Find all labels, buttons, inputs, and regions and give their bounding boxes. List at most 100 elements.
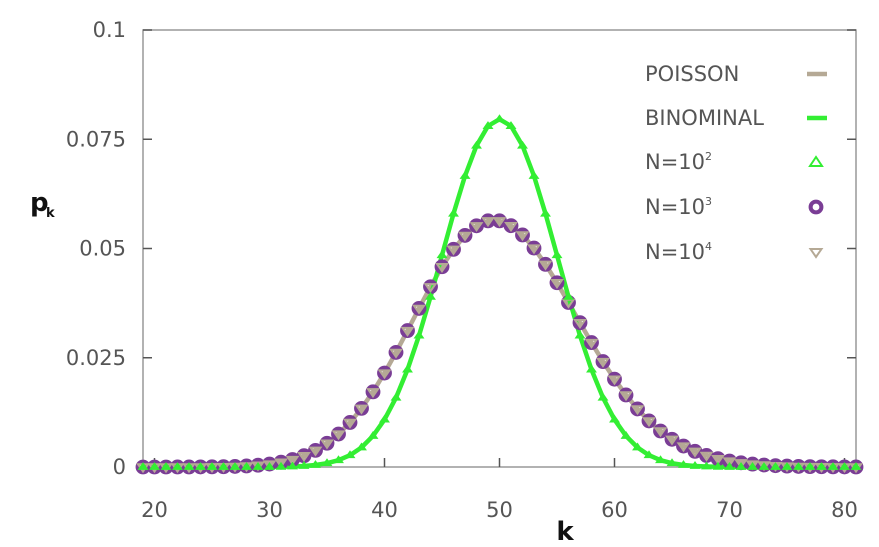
data-point-n104 — [688, 447, 702, 458]
data-point-n102 — [597, 392, 609, 401]
data-point-n102 — [724, 461, 735, 470]
data-point-n102 — [149, 462, 160, 470]
x-tick-label: 20 — [141, 498, 168, 522]
data-point-n102 — [252, 462, 264, 470]
legend-label: BINOMINAL — [645, 106, 764, 130]
data-point-n104 — [481, 217, 495, 228]
data-point-n102 — [735, 462, 747, 470]
data-point-n104 — [343, 418, 357, 429]
data-point-n102 — [379, 414, 390, 423]
data-point-n104 — [389, 348, 403, 359]
data-point-n102 — [218, 462, 229, 470]
data-point-n102 — [804, 462, 816, 470]
data-point-n104 — [550, 279, 564, 289]
data-point-n102 — [275, 461, 287, 470]
data-point-n102 — [402, 364, 413, 373]
data-point-n102 — [850, 462, 862, 470]
y-axis-title: p — [30, 188, 49, 218]
data-point-n102 — [471, 140, 482, 149]
data-point-n104 — [274, 458, 288, 469]
data-point-n102 — [390, 392, 402, 401]
data-point-n102 — [482, 121, 494, 129]
legend-label: POISSON — [645, 62, 739, 86]
data-point-n102 — [666, 458, 678, 467]
data-point-n104 — [630, 405, 645, 416]
data-point-n102 — [172, 462, 183, 470]
data-point-n102 — [436, 250, 448, 259]
y-tick-label: 0.1 — [93, 18, 126, 42]
data-point-n102 — [770, 462, 781, 470]
y-tick-label: 0.025 — [66, 346, 126, 370]
data-point-n102 — [333, 455, 344, 464]
legend-label-superscript: 3 — [705, 195, 712, 208]
data-point-n104 — [734, 459, 748, 470]
data-point-n104 — [584, 338, 599, 349]
data-point-n102 — [839, 462, 850, 470]
data-point-n102 — [689, 461, 701, 469]
data-point-n104 — [745, 460, 760, 471]
data-point-n102 — [321, 458, 333, 467]
x-tick-label: 40 — [371, 498, 398, 522]
data-point-n104 — [285, 455, 300, 466]
legend-label: N=103 — [645, 195, 712, 219]
data-point-n104 — [642, 417, 656, 428]
y-tick-label: 0.075 — [66, 127, 126, 151]
data-point-n102 — [160, 462, 172, 470]
data-point-n102 — [678, 460, 689, 468]
x-tick-label: 60 — [601, 498, 628, 522]
data-point-n102 — [344, 450, 356, 459]
x-tick-label: 70 — [716, 498, 743, 522]
data-point-n104 — [469, 222, 484, 233]
plot-frame — [142, 29, 857, 468]
data-point-n102 — [459, 171, 471, 179]
legend-marker — [808, 248, 824, 259]
data-point-n102 — [781, 462, 793, 470]
data-point-n104 — [308, 446, 323, 457]
data-point-n102 — [701, 461, 712, 470]
data-point-n102 — [609, 414, 620, 423]
y-tick-label: 0 — [113, 455, 126, 479]
data-point-n102 — [367, 430, 379, 439]
data-point-n102 — [643, 450, 655, 459]
data-point-n102 — [448, 208, 459, 217]
data-point-n102 — [827, 462, 839, 470]
data-point-n104 — [653, 427, 668, 438]
data-point-n104 — [607, 375, 622, 386]
data-point-n104 — [573, 318, 587, 329]
data-point-n102 — [241, 462, 252, 470]
data-point-n102 — [298, 461, 310, 469]
data-point-n102 — [264, 461, 275, 470]
data-point-n102 — [206, 462, 218, 470]
data-point-n104 — [297, 451, 311, 462]
data-point-n104 — [492, 217, 507, 228]
series-line-poisson — [143, 218, 856, 470]
legend-label-superscript: 2 — [705, 150, 712, 163]
data-point-n104 — [377, 369, 392, 380]
data-point-n102 — [528, 171, 540, 179]
data-point-n104 — [596, 357, 610, 368]
data-point-n104 — [354, 404, 369, 415]
data-point-n104 — [331, 430, 346, 441]
legend-marker — [808, 199, 824, 215]
data-point-n102 — [413, 330, 425, 339]
x-tick-label: 80 — [831, 498, 858, 522]
data-point-n104 — [561, 298, 576, 309]
data-point-n102 — [816, 462, 827, 470]
data-point-n102 — [551, 250, 563, 259]
data-point-n102 — [758, 462, 770, 470]
data-point-n102 — [632, 442, 643, 451]
data-point-n104 — [458, 231, 472, 242]
data-point-n104 — [699, 451, 714, 462]
data-point-n102 — [183, 462, 195, 470]
x-tick-label: 50 — [486, 498, 513, 522]
data-point-n102 — [287, 461, 298, 470]
data-point-n102 — [137, 462, 149, 470]
data-point-n104 — [515, 231, 530, 242]
data-point-n104 — [400, 326, 415, 337]
data-point-n102 — [356, 442, 367, 451]
data-point-n102 — [586, 364, 597, 373]
data-point-n104 — [711, 454, 725, 465]
data-point-n104 — [412, 304, 426, 315]
data-point-n102 — [747, 462, 758, 470]
